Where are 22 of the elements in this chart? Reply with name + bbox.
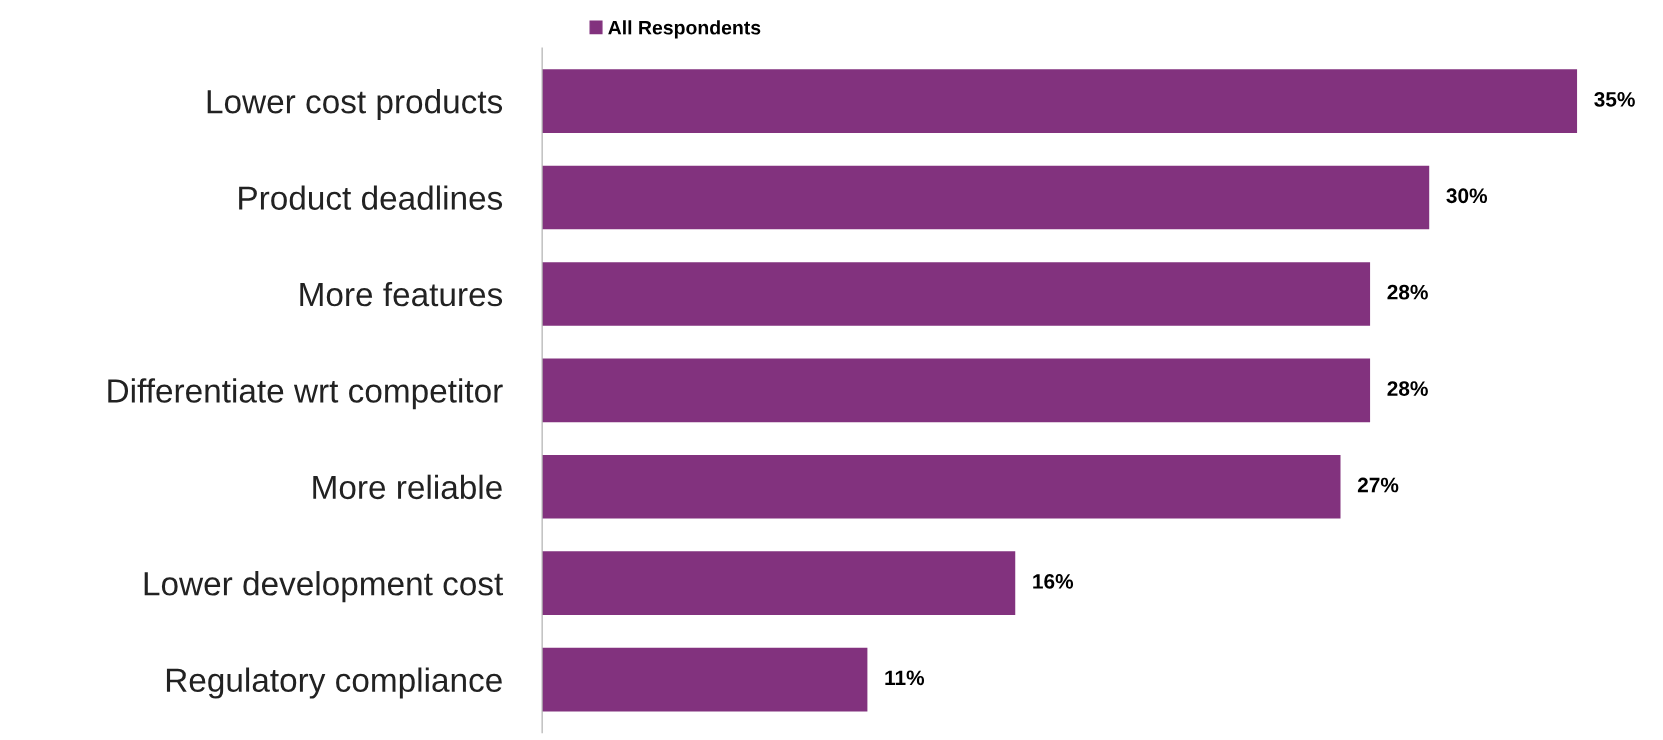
y-tick-label: Product deadlines (239, 185, 503, 210)
bar (542, 262, 1371, 326)
bar (542, 165, 1430, 230)
y-tick-label: Regulatory compliance (166, 667, 502, 699)
bar (542, 647, 868, 712)
data-label: 28% (1387, 381, 1428, 396)
bar (542, 551, 1016, 615)
bar (542, 454, 1341, 519)
data-label: 16% (1033, 574, 1074, 589)
bar (542, 358, 1371, 423)
data-label: 30% (1446, 188, 1488, 204)
legend-label: All Respondents (608, 20, 761, 39)
data-label: 11% (885, 670, 925, 686)
y-tick-label: Lower development cost (144, 571, 504, 603)
data-label: 28% (1387, 284, 1428, 300)
data-label: 35% (1594, 91, 1635, 107)
y-tick-label: Lower cost products (207, 89, 503, 121)
y-tick-label: Differentiate wrt competitor (108, 378, 503, 410)
bar (542, 69, 1578, 133)
data-label: 27% (1357, 477, 1399, 493)
y-tick-label: More features (300, 281, 503, 307)
y-tick-label: More reliable (313, 474, 502, 500)
